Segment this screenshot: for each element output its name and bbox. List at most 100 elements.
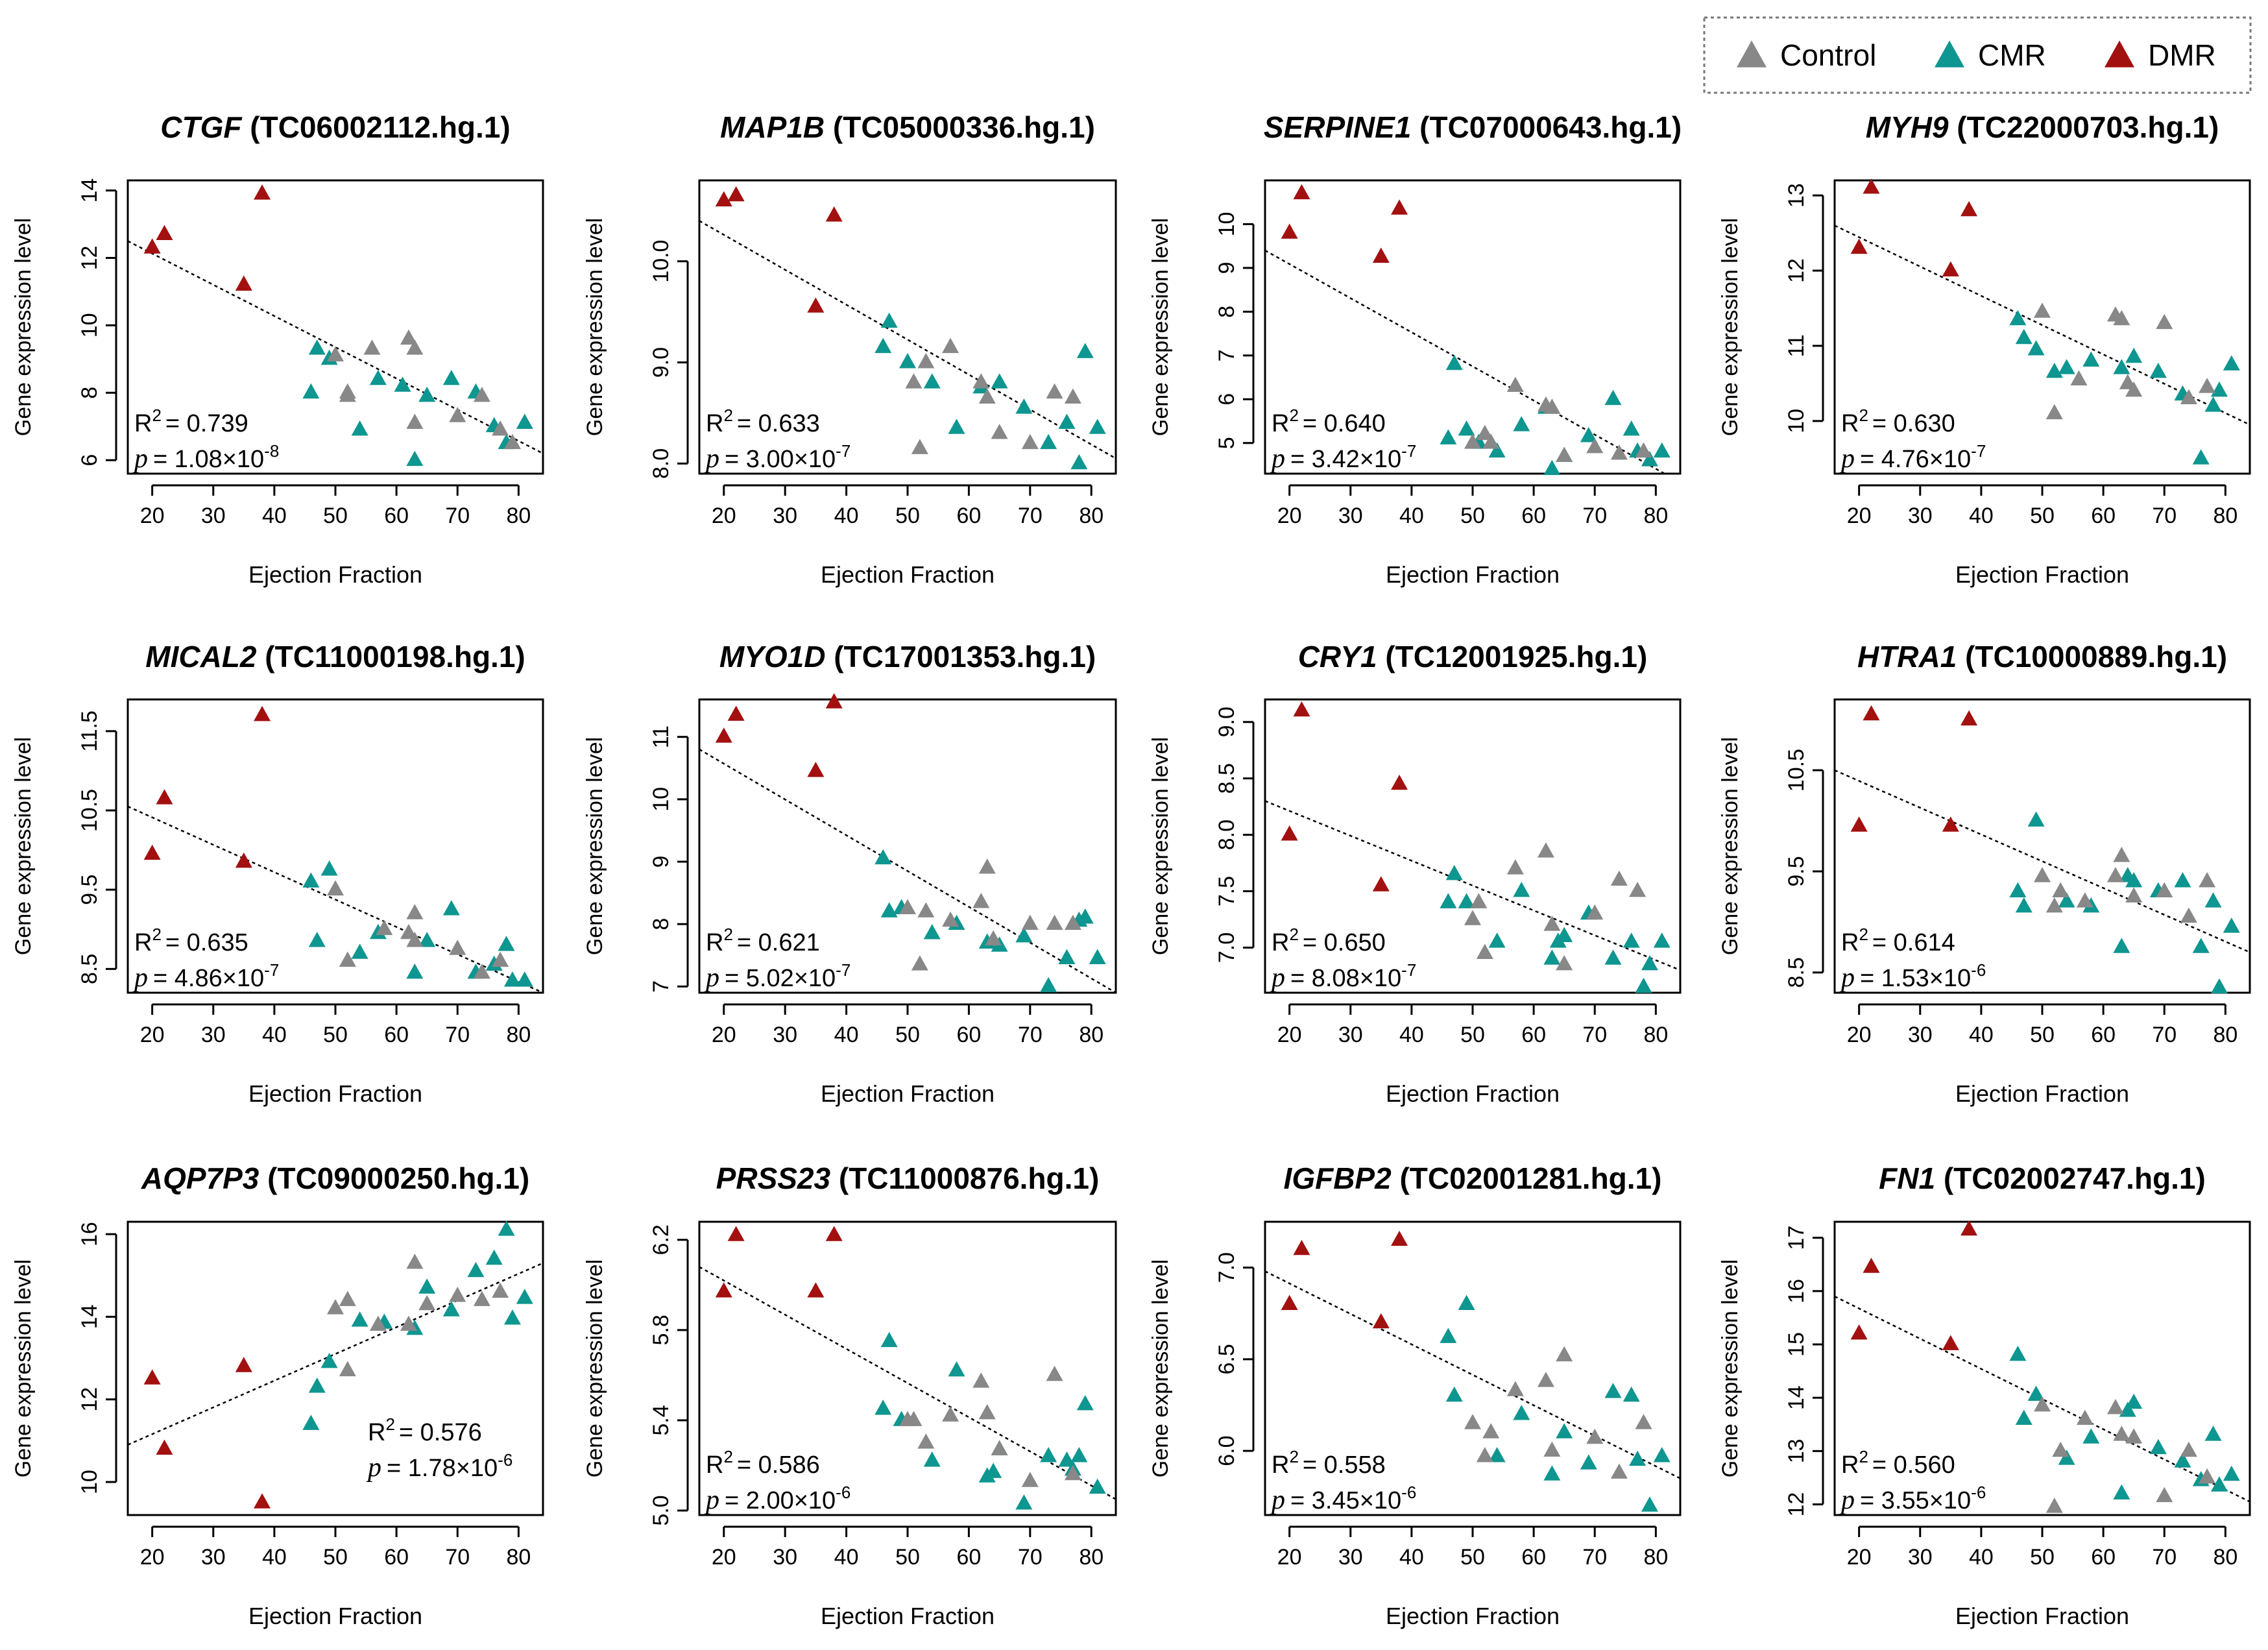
x-tick-label: 50 [323, 503, 348, 528]
point-control [492, 420, 509, 436]
point-cmr [1635, 977, 1652, 993]
point-control [327, 1299, 344, 1315]
p-symbol: p [1839, 444, 1855, 474]
r-squared-text: R2 = 0.640 [1272, 406, 1386, 437]
panel-cry1: CRY1 (TC12001925.hg.1) 20 30 40 50 60 70 80 Ejec… [1148, 640, 1682, 1107]
point-dmr [1372, 247, 1390, 263]
p-value: = 8.08×10 [1290, 965, 1401, 992]
point-cmr [2119, 1401, 2136, 1417]
series-cmr [1440, 354, 1671, 476]
point-control [1064, 388, 1081, 404]
regression-line [128, 805, 543, 993]
x-tick-label: 40 [262, 1023, 287, 1047]
p-exponent: -7 [264, 960, 279, 980]
point-cmr [1076, 1395, 1094, 1411]
point-cmr [2204, 1426, 2222, 1441]
point-control [449, 940, 466, 955]
p-value-text: p = 3.42×10-7 [1270, 441, 1416, 474]
point-cmr [1653, 1447, 1671, 1462]
point-dmr [1850, 1324, 1868, 1340]
r2-symbol: R [134, 410, 152, 437]
x-tick-label: 20 [712, 1023, 736, 1047]
series-cmr [302, 1220, 533, 1430]
point-control [991, 424, 1008, 439]
y-tick-label: 10.0 [649, 240, 673, 283]
x-tick-label: 60 [1521, 503, 1546, 528]
point-cmr [308, 339, 326, 355]
point-dmr [1942, 1335, 1959, 1350]
y-axis-label: Gene expression level [583, 1259, 607, 1477]
x-tick-label: 30 [773, 1023, 797, 1047]
y-axis-label: Gene expression level [1718, 737, 1743, 955]
p-value-text: p = 4.76×10-7 [1839, 441, 1986, 474]
point-control [2125, 1428, 2143, 1444]
point-control [2113, 309, 2130, 326]
point-control [905, 1411, 923, 1426]
panel-serpine1: SERPINE1 (TC07000643.hg.1) 20 30 40 50 60 70 80… [1148, 110, 1682, 588]
x-tick-label: 60 [956, 1023, 981, 1047]
series-control [899, 1365, 1081, 1487]
y-tick-label: 6 [1214, 393, 1239, 406]
point-dmr [143, 1369, 161, 1385]
r2-superscript: 2 [1859, 925, 1868, 944]
y-tick-label: 8.5 [1214, 763, 1239, 794]
point-cmr [516, 1289, 533, 1304]
point-control [1506, 859, 1524, 875]
x-tick-label: 50 [2030, 503, 2055, 528]
y-tick-label: 5.4 [649, 1405, 673, 1435]
point-dmr [1863, 1257, 1880, 1273]
point-cmr [923, 924, 941, 940]
r2-symbol: R [706, 929, 723, 956]
point-cmr [1058, 1451, 1076, 1467]
r-squared-text: R2 = 0.621 [706, 925, 820, 956]
r2-superscript: 2 [152, 925, 161, 944]
point-cmr [880, 312, 898, 328]
x-tick-label: 30 [201, 1023, 226, 1047]
point-cmr [516, 413, 533, 429]
point-dmr [156, 224, 173, 241]
x-tick-label: 20 [1277, 1545, 1302, 1570]
point-cmr [1623, 932, 1640, 948]
series-control [2034, 1396, 2216, 1513]
series-control [327, 880, 509, 979]
point-cmr [1445, 1386, 1463, 1402]
probe-id: (TC06002112.hg.1) [242, 110, 511, 144]
point-dmr [235, 1357, 252, 1372]
point-control [1537, 1372, 1554, 1387]
point-cmr [2210, 978, 2228, 994]
x-tick-label: 70 [445, 1545, 470, 1570]
gene-name: PRSS23 [716, 1161, 831, 1195]
x-tick-label: 70 [445, 503, 470, 528]
panel-myh9: MYH9 (TC22000703.hg.1) 20 30 40 50 60 70 80 Ejec… [1718, 110, 2251, 588]
x-tick-label: 80 [1643, 503, 1668, 528]
p-value: = 3.45×10 [1290, 1487, 1401, 1514]
point-cmr [2174, 1452, 2191, 1468]
p-symbol: p [1839, 1485, 1855, 1515]
x-tick-label: 30 [1338, 1545, 1363, 1570]
legend-label-control: Control [1780, 38, 1876, 72]
x-tick-label: 30 [1908, 503, 1933, 528]
point-cmr [2027, 1385, 2045, 1401]
point-cmr [948, 419, 965, 434]
r2-superscript: 2 [1859, 406, 1868, 425]
x-axis-label: Ejection Fraction [821, 1080, 995, 1107]
x-tick-label: 80 [506, 1545, 531, 1570]
point-control [905, 373, 923, 389]
point-cmr [1641, 1496, 1658, 1512]
plot-frame [127, 1220, 544, 1516]
y-tick-label: 6.2 [649, 1224, 673, 1255]
series-control [327, 1254, 509, 1377]
r2-value: = 0.635 [165, 929, 248, 956]
gene-name: SERPINE1 [1264, 110, 1412, 144]
r2-symbol: R [1272, 410, 1289, 437]
x-tick-label: 60 [2091, 1023, 2116, 1047]
point-control [2113, 1426, 2130, 1441]
point-cmr [516, 971, 533, 987]
point-control [2034, 1396, 2051, 1412]
point-dmr [235, 275, 252, 291]
point-control [406, 413, 424, 429]
series-dmr [1850, 705, 1978, 832]
point-cmr [1513, 416, 1530, 431]
y-tick-label: 10.5 [1784, 749, 1809, 792]
x-tick-label: 30 [201, 1545, 226, 1570]
